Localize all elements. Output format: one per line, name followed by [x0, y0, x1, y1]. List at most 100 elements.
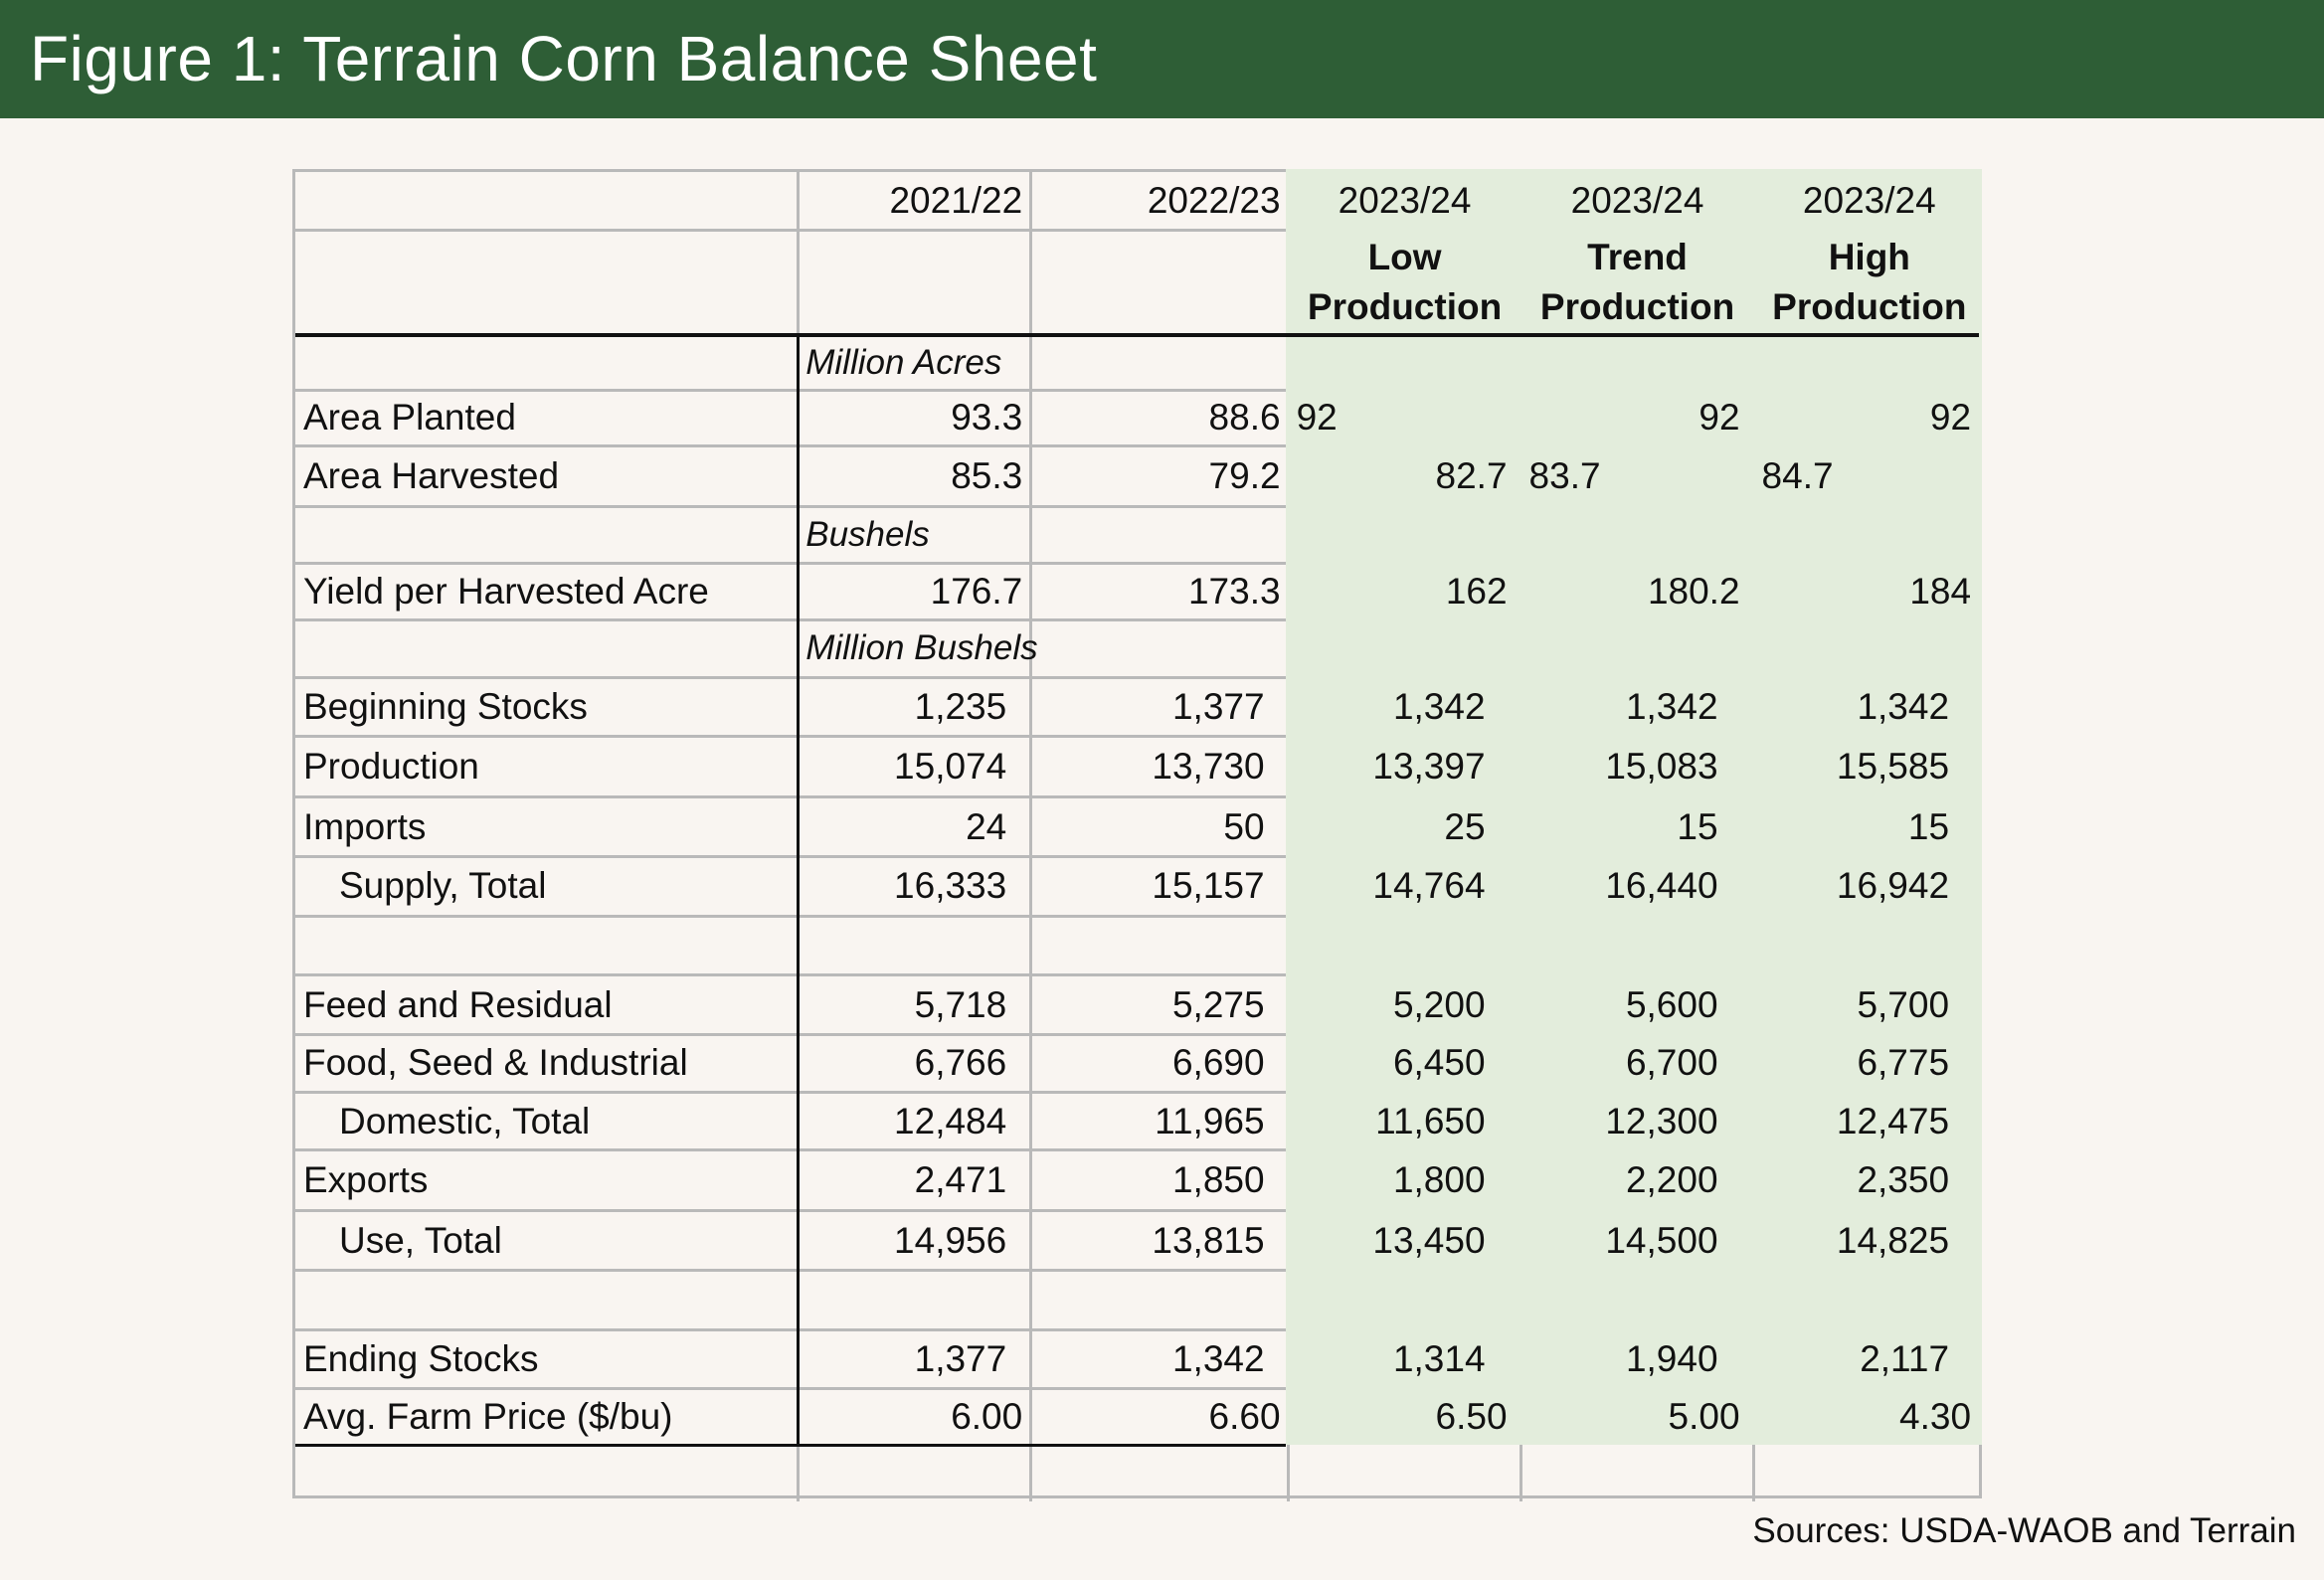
table-cell: 2,200	[1625, 1159, 1718, 1201]
gridline	[295, 444, 1286, 448]
row-label: Yield per Harvested Acre	[303, 570, 709, 612]
row-label: Imports	[303, 805, 427, 847]
table-cell: 79.2	[1208, 455, 1281, 497]
table-cell: 1,377	[1171, 686, 1265, 728]
table-cell: 93.3	[951, 397, 1023, 439]
gridline	[295, 1032, 1286, 1036]
row-label: Exports	[303, 1159, 429, 1201]
table-cell: 12,300	[1605, 1100, 1718, 1141]
table-cell: 1,940	[1625, 1337, 1718, 1379]
table-cell: 85.3	[951, 455, 1023, 497]
table-cell: 162	[1445, 570, 1508, 612]
table-cell: 15	[1677, 805, 1718, 847]
row-label: Feed and Residual	[303, 983, 613, 1025]
column-header-scenario: Low Production	[1307, 237, 1503, 328]
gridline	[295, 1268, 1286, 1272]
table-cell: 13,397	[1372, 746, 1486, 788]
table-cell: 15,157	[1152, 865, 1265, 907]
gridline	[295, 1209, 1286, 1213]
gridline	[1752, 1445, 1756, 1501]
unit-label: Bushels	[805, 515, 930, 555]
table-cell: 12,475	[1836, 1100, 1950, 1141]
figure-title: Figure 1: Terrain Corn Balance Sheet	[30, 23, 1098, 94]
gridline	[1520, 1445, 1523, 1501]
table-cell: 14,956	[894, 1219, 1007, 1261]
table-cell: 5,200	[1392, 983, 1486, 1025]
row-label	[295, 916, 798, 975]
row-label: Food, Seed & Industrial	[303, 1042, 688, 1084]
gridline	[1028, 172, 1032, 1446]
gridline	[295, 505, 1286, 509]
gridline	[295, 1091, 1286, 1095]
table-cell: 15,585	[1836, 746, 1950, 788]
table-cell: 2,350	[1857, 1159, 1950, 1201]
table-cell: 1,342	[1171, 1337, 1265, 1379]
table-cell: 6.50	[1435, 1395, 1508, 1437]
table-cell: 50	[1223, 805, 1265, 847]
label-column-rule	[796, 334, 800, 1446]
gridline	[295, 388, 1286, 392]
table-cell: 14,764	[1372, 865, 1486, 907]
gridline	[295, 1148, 1286, 1152]
table-cell: 5,700	[1857, 983, 1950, 1025]
row-label	[295, 507, 798, 564]
row-label	[295, 1270, 798, 1329]
table-cell: 14,825	[1836, 1219, 1950, 1261]
row-label: Use, Total	[339, 1219, 502, 1261]
gridline	[295, 914, 1286, 918]
column-header-year: 2023/24	[1570, 180, 1704, 222]
gridline	[295, 855, 1286, 859]
table-cell: 5,275	[1171, 983, 1265, 1025]
table-cell: 6,450	[1392, 1042, 1486, 1084]
row-label: Beginning Stocks	[303, 686, 588, 728]
table-cell: 13,450	[1372, 1219, 1486, 1261]
table-cell: 92	[1698, 397, 1740, 439]
table-cell: 16,440	[1605, 865, 1718, 907]
table-cell: 173.3	[1187, 570, 1281, 612]
table-cell: 1,377	[914, 1337, 1007, 1379]
table-cell: 1,235	[914, 686, 1007, 728]
column-header-scenario: High Production	[1772, 237, 1967, 328]
table-cell: 92	[1929, 397, 1972, 439]
table-cell: 11,650	[1375, 1100, 1486, 1141]
table-cell: 176.7	[930, 570, 1023, 612]
table-cell: 82.7	[1435, 455, 1508, 497]
table-cell: 15	[1907, 805, 1950, 847]
gridline	[295, 1387, 1286, 1391]
table-cell: 15,074	[894, 746, 1007, 788]
projection-region	[1285, 169, 1983, 1446]
header-rule	[295, 332, 1980, 337]
table-cell: 6,775	[1857, 1042, 1950, 1084]
column-header-year: 2022/23	[1147, 180, 1281, 222]
gridline	[295, 675, 1286, 679]
row-label	[295, 1445, 798, 1501]
column-header-year: 2023/24	[1338, 180, 1472, 222]
table-cell: 15,083	[1605, 746, 1718, 788]
unit-label: Million Bushels	[805, 628, 1038, 668]
row-label: Production	[303, 746, 479, 788]
table-cell: 16,942	[1836, 865, 1950, 907]
table-cell: 13,815	[1152, 1219, 1265, 1261]
table-cell: 1,342	[1392, 686, 1486, 728]
row-label: Area Planted	[303, 397, 516, 439]
gridline	[295, 735, 1286, 739]
table-cell: 12,484	[894, 1100, 1007, 1141]
table-cell: 184	[1909, 570, 1972, 612]
table-cell: 180.2	[1647, 570, 1740, 612]
table-bottom-rule	[295, 1443, 1286, 1447]
row-label: Avg. Farm Price ($/bu)	[303, 1395, 673, 1437]
gridline	[295, 228, 1286, 232]
balance-sheet-table: 2021/22 2022/23 2023/24 Low Production 2023/…	[292, 169, 1983, 1501]
table-cell: 5,718	[914, 983, 1007, 1025]
gridline	[295, 1327, 1286, 1331]
table-cell: 92	[1296, 397, 1338, 439]
gridline	[796, 1445, 800, 1501]
figure-header: Figure 1: Terrain Corn Balance Sheet	[0, 0, 2324, 118]
gridline	[295, 795, 1286, 799]
row-label: Ending Stocks	[303, 1337, 539, 1379]
table-cell: 2,117	[1860, 1337, 1950, 1379]
table-cell: 25	[1444, 805, 1486, 847]
gridline	[295, 561, 1286, 565]
row-label: Domestic, Total	[339, 1100, 591, 1141]
table-cell: 88.6	[1208, 397, 1281, 439]
